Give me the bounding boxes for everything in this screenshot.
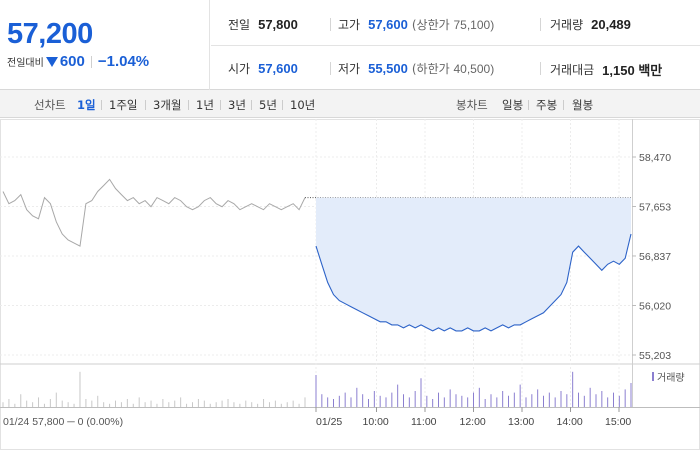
today-area-fill: [316, 197, 631, 331]
quote-header: 57,200 전일대비 600 −1.04% 전일 57,800 고가 57,6…: [0, 0, 700, 90]
open-stat: 시가 57,600: [228, 60, 298, 77]
prev-close-label: 전일: [228, 18, 251, 32]
line-chart-label: 선차트: [34, 98, 66, 112]
amount-value: 1,150 백만: [602, 63, 663, 78]
open-value: 57,600: [258, 61, 298, 76]
divider: [101, 100, 102, 110]
low-label: 저가: [338, 62, 361, 76]
low-value: 55,500: [368, 61, 408, 76]
divider: [145, 100, 146, 110]
divider: [330, 62, 331, 75]
tab-5-years[interactable]: 5년: [259, 98, 277, 112]
divider: [90, 55, 92, 68]
divider: [540, 62, 541, 75]
change-row: 전일대비 600 −1.04%: [7, 53, 149, 70]
upper-limit: (상한가 75,100): [412, 16, 494, 33]
high-stat: 고가 57,600 (상한가 75,100): [338, 16, 494, 33]
tab-3-years[interactable]: 3년: [228, 98, 246, 112]
y-tick-label: 57,653: [639, 202, 671, 214]
change-value: 600: [59, 53, 85, 70]
volume-stat: 거래량 20,489: [550, 16, 631, 33]
chart-tab-bar: 선차트 1일 1주일 3개월 1년 3년 5년 10년 봉차트 일봉 주봉 월봉: [0, 90, 700, 118]
prev-day-summary: 01/24 57,800 ─ 0 (0.00%): [3, 416, 123, 428]
candle-chart-label: 봉차트: [456, 98, 488, 112]
change-label: 전일대비: [7, 58, 44, 69]
tab-3-months[interactable]: 3개월: [153, 98, 182, 112]
current-price: 57,200: [7, 18, 93, 50]
prev-close-value: 57,800: [258, 17, 298, 32]
y-tick-label: 55,203: [639, 350, 671, 362]
price-chart[interactable]: 58,470 57,653 56,837 56,020 55,203 01/25 10:00…: [0, 119, 700, 450]
tab-monthly-candle[interactable]: 월봉: [572, 98, 594, 112]
volume-value: 20,489: [591, 17, 631, 32]
upper-limit-value: 75,100): [453, 18, 495, 32]
low-stat: 저가 55,500 (하한가 40,500): [338, 60, 494, 77]
x-tick-label: 15:00: [605, 416, 631, 428]
tab-weekly-candle[interactable]: 주봉: [536, 98, 558, 112]
divider: [540, 18, 541, 31]
tab-1-year[interactable]: 1년: [196, 98, 214, 112]
price-chart-svg: 58,470 57,653 56,837 56,020 55,203 01/25 10:00…: [0, 119, 700, 450]
price-summary: 57,200 전일대비 600 −1.04%: [0, 0, 210, 90]
lower-limit-value: 40,500): [453, 62, 495, 76]
divider: [251, 100, 252, 110]
divider: [330, 18, 331, 31]
x-tick-label: 01/25: [316, 416, 342, 428]
high-label: 고가: [338, 18, 361, 32]
y-tick-label: 56,837: [639, 251, 671, 263]
divider: [188, 100, 189, 110]
change-percent: −1.04%: [97, 53, 150, 70]
prev-day-line: [2, 178, 306, 247]
open-label: 시가: [228, 62, 251, 76]
x-tick-label: 14:00: [557, 416, 583, 428]
y-tick-label: 56,020: [639, 300, 671, 312]
divider: [563, 100, 564, 110]
lower-limit-label: (하한가: [411, 62, 450, 76]
x-tick-label: 10:00: [363, 416, 389, 428]
divider: [220, 100, 221, 110]
lower-limit: (하한가 40,500): [412, 60, 494, 77]
divider: [282, 100, 283, 110]
x-tick-label: 11:00: [411, 416, 437, 428]
prev-close-stat: 전일 57,800: [228, 16, 298, 33]
tab-1-week[interactable]: 1주일: [109, 98, 138, 112]
amount-stat: 거래대금 1,150 백만: [550, 60, 662, 79]
today-price-line: [315, 233, 632, 332]
tab-daily-candle[interactable]: 일봉: [502, 98, 524, 112]
tab-1-day[interactable]: 1일: [77, 98, 96, 112]
volume-legend-label: 거래량: [657, 372, 685, 384]
x-tick-label: 12:00: [460, 416, 486, 428]
y-tick-label: 58,470: [639, 152, 671, 164]
down-triangle-icon: [45, 56, 58, 67]
high-value: 57,600: [368, 17, 408, 32]
x-tick-label: 13:00: [508, 416, 534, 428]
upper-limit-label: (상한가: [411, 18, 450, 32]
tab-10-years[interactable]: 10년: [290, 98, 316, 112]
divider: [211, 45, 700, 46]
volume-label: 거래량: [550, 18, 584, 32]
volume-legend-swatch: [652, 372, 654, 381]
amount-label: 거래대금: [550, 63, 595, 77]
divider: [528, 100, 529, 110]
